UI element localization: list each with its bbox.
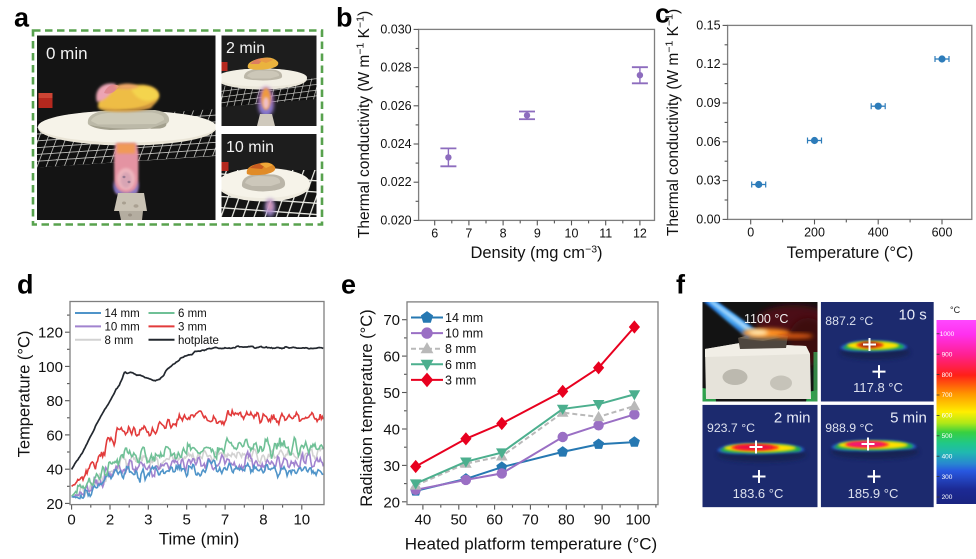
svg-text:10: 10 — [293, 512, 310, 529]
svg-text:900: 900 — [942, 351, 953, 358]
svg-text:1000: 1000 — [940, 331, 955, 338]
svg-text:10 mm: 10 mm — [105, 321, 140, 333]
svg-text:700: 700 — [942, 392, 953, 399]
svg-text:70: 70 — [522, 512, 539, 529]
svg-text:0: 0 — [67, 512, 75, 529]
svg-text:5: 5 — [183, 512, 191, 529]
svg-text:Time (min): Time (min) — [159, 530, 240, 549]
svg-text:183.6 °C: 183.6 °C — [733, 486, 784, 501]
svg-text:14 mm: 14 mm — [445, 311, 483, 325]
svg-text:800: 800 — [942, 372, 953, 379]
svg-text:500: 500 — [942, 433, 953, 440]
svg-text:0.024: 0.024 — [380, 137, 411, 151]
svg-text:200: 200 — [942, 494, 953, 501]
svg-text:90: 90 — [594, 512, 611, 529]
svg-text:185.9 °C: 185.9 °C — [848, 486, 899, 501]
svg-text:0.026: 0.026 — [380, 99, 411, 113]
svg-text:Thermal conductivity (W m−1 K−: Thermal conductivity (W m−1 K−1) — [664, 9, 683, 236]
svg-text:8 mm: 8 mm — [105, 335, 134, 347]
svg-text:Temperature (°C): Temperature (°C) — [16, 331, 34, 458]
svg-text:60: 60 — [383, 349, 400, 366]
svg-text:0.15: 0.15 — [696, 18, 720, 32]
svg-text:0.022: 0.022 — [380, 175, 411, 189]
svg-text:0.06: 0.06 — [696, 135, 720, 149]
svg-text:f: f — [676, 270, 686, 300]
svg-text:117.8 °C: 117.8 °C — [853, 380, 903, 395]
svg-text:2: 2 — [106, 512, 114, 529]
svg-text:400: 400 — [942, 453, 953, 460]
svg-text:988.9 °C: 988.9 °C — [825, 421, 873, 435]
svg-text:Heated platform temperature (°: Heated platform temperature (°C) — [405, 535, 657, 554]
svg-text:Temperature (°C): Temperature (°C) — [787, 244, 914, 262]
svg-text:7: 7 — [221, 512, 229, 529]
svg-text:60: 60 — [486, 512, 503, 529]
svg-text:300: 300 — [942, 474, 953, 481]
svg-text:0.020: 0.020 — [380, 213, 411, 227]
svg-text:600: 600 — [942, 413, 953, 420]
svg-text:120: 120 — [38, 325, 63, 342]
svg-text:40: 40 — [383, 422, 400, 439]
svg-text:10 mm: 10 mm — [445, 327, 483, 341]
svg-text:600: 600 — [932, 225, 953, 239]
svg-text:30: 30 — [383, 458, 400, 475]
svg-text:20: 20 — [46, 496, 63, 513]
svg-text:0 min: 0 min — [46, 44, 88, 63]
svg-text:10 min: 10 min — [226, 139, 274, 156]
svg-text:9: 9 — [534, 226, 541, 240]
svg-text:887.2 °C: 887.2 °C — [825, 314, 873, 328]
svg-text:8: 8 — [500, 226, 507, 240]
svg-text:12: 12 — [633, 226, 647, 240]
svg-text:50: 50 — [450, 512, 467, 529]
svg-text:3 mm: 3 mm — [445, 373, 476, 387]
svg-text:b: b — [336, 3, 353, 33]
svg-text:100: 100 — [625, 512, 650, 529]
svg-text:400: 400 — [868, 225, 889, 239]
svg-text:8 mm: 8 mm — [445, 342, 476, 356]
svg-text:e: e — [341, 270, 356, 300]
svg-text:40: 40 — [415, 512, 432, 529]
svg-text:Density (mg cm−3): Density (mg cm−3) — [470, 244, 602, 263]
svg-text:5 min: 5 min — [890, 409, 927, 426]
svg-text:60: 60 — [46, 427, 63, 444]
svg-text:0: 0 — [747, 225, 754, 239]
svg-text:0.030: 0.030 — [380, 22, 411, 36]
svg-text:1100 °C: 1100 °C — [744, 312, 788, 326]
svg-text:80: 80 — [558, 512, 575, 529]
svg-text:c: c — [655, 0, 670, 29]
svg-text:50: 50 — [383, 385, 400, 402]
svg-text:6 mm: 6 mm — [178, 308, 207, 320]
svg-text:0.09: 0.09 — [696, 96, 720, 110]
svg-text:100: 100 — [38, 359, 63, 376]
svg-text:3: 3 — [144, 512, 152, 529]
svg-text:20: 20 — [383, 494, 400, 511]
svg-text:hotplate: hotplate — [178, 335, 219, 347]
svg-text:2 min: 2 min — [774, 409, 811, 426]
svg-text:923.7 °C: 923.7 °C — [707, 421, 755, 435]
svg-text:a: a — [14, 3, 30, 33]
svg-text:8: 8 — [259, 512, 267, 529]
svg-text:Radiation temperature (°C): Radiation temperature (°C) — [358, 309, 376, 506]
svg-text:°C: °C — [950, 305, 961, 315]
svg-text:0.028: 0.028 — [380, 61, 411, 75]
svg-text:14 mm: 14 mm — [105, 308, 140, 320]
svg-text:2 min: 2 min — [226, 40, 265, 57]
svg-text:70: 70 — [383, 312, 400, 329]
svg-text:7: 7 — [465, 226, 472, 240]
svg-text:200: 200 — [804, 225, 825, 239]
svg-text:80: 80 — [46, 393, 63, 410]
svg-text:6: 6 — [431, 226, 438, 240]
svg-text:6 mm: 6 mm — [445, 358, 476, 372]
svg-text:0.00: 0.00 — [696, 212, 720, 226]
svg-text:0.03: 0.03 — [696, 174, 720, 188]
svg-text:0.12: 0.12 — [696, 57, 720, 71]
svg-text:d: d — [17, 270, 34, 300]
svg-text:40: 40 — [46, 462, 63, 479]
svg-text:10: 10 — [565, 226, 579, 240]
svg-text:10 s: 10 s — [898, 307, 926, 324]
svg-text:Thermal conductivity (W m−1 K−: Thermal conductivity (W m−1 K−1) — [355, 11, 374, 238]
svg-text:3 mm: 3 mm — [178, 321, 207, 333]
svg-text:11: 11 — [599, 226, 612, 240]
